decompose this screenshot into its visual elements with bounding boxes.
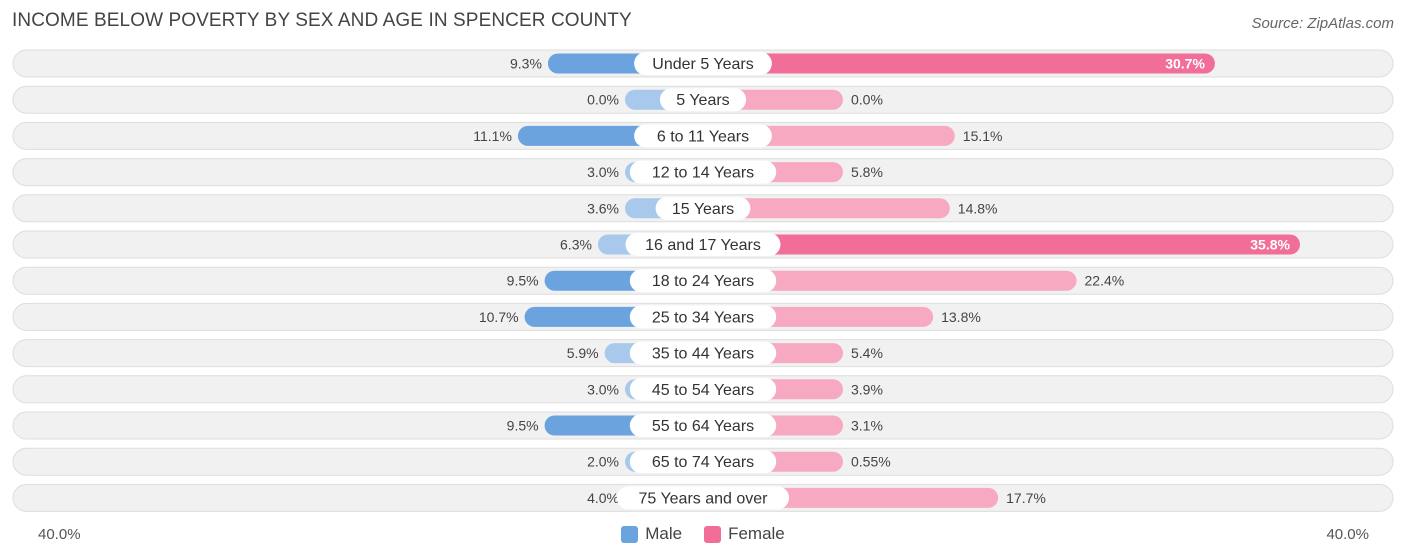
category-label: 45 to 54 Years [652,382,754,399]
value-label-male: 10.7% [479,309,519,325]
chart-title: INCOME BELOW POVERTY BY SEX AND AGE IN S… [12,10,632,31]
value-label-male: 2.0% [587,454,619,470]
legend-item-male[interactable]: Male [621,524,682,544]
category-label-bg [634,52,772,75]
category-label: 15 Years [672,201,734,218]
category-label: 25 to 34 Years [652,309,754,326]
category-label-bg [629,341,777,365]
category-label-bg [629,160,777,184]
category-label: 6 to 11 Years [657,128,749,145]
category-label-bg [629,377,777,401]
chart-row: 3.6% 14.8% 15 Years [12,194,1394,223]
value-label-male: 3.0% [587,164,619,180]
value-label-male: 9.5% [507,273,539,289]
bar-female [703,270,1077,291]
value-label-female: 14.8% [958,200,998,216]
category-label: Under 5 Years [652,56,753,73]
category-label-bg [659,88,747,112]
chart-row: 3.0% 3.9% 45 to 54 Years [12,375,1394,404]
legend-item-female[interactable]: Female [704,524,785,544]
value-label-female: 15.1% [963,128,1003,144]
value-label-female: 35.8% [1250,237,1290,253]
category-label-bg [629,305,777,329]
value-label-male: 9.3% [510,56,542,72]
value-label-female: 3.9% [851,381,883,397]
bar-female [703,53,1215,74]
category-label: 18 to 24 Years [652,273,754,290]
category-label: 16 and 17 Years [645,237,761,254]
legend-swatch-male [621,525,639,543]
chart-row: 9.3% 30.7% Under 5 Years [12,49,1394,78]
category-label: 65 to 74 Years [652,454,754,471]
category-label: 35 to 44 Years [652,346,754,363]
legend: Male Female [0,524,1406,544]
category-label-bg [655,196,751,220]
value-label-female: 22.4% [1085,273,1125,289]
axis-right-label: 40.0% [1326,526,1369,543]
value-label-female: 0.0% [851,92,883,108]
source-attribution: Source: ZipAtlas.com [1251,15,1394,32]
category-label: 75 Years and over [639,490,769,507]
category-label-bg [625,233,781,256]
value-label-female: 13.8% [941,309,981,325]
category-label: 5 Years [676,92,729,109]
value-label-female: 3.1% [851,418,883,434]
category-label-bg [629,450,777,474]
category-label: 12 to 14 Years [652,165,754,182]
value-label-male: 11.1% [473,128,512,144]
chart-row: 10.7% 13.8% 25 to 34 Years [12,302,1394,331]
chart-row: 0.0% 0.0% 5 Years [12,85,1394,114]
legend-swatch-female [704,525,722,543]
value-label-male: 3.6% [587,200,619,216]
chart-row: 5.9% 5.4% 35 to 44 Years [12,339,1394,368]
legend-label-male: Male [645,524,683,543]
value-label-male: 0.0% [587,92,619,108]
value-label-male: 5.9% [567,345,599,361]
chart-row: 9.5% 3.1% 55 to 64 Years [12,411,1394,440]
chart-row: 11.1% 15.1% 6 to 11 Years [12,121,1394,150]
category-label-bg [629,269,777,293]
bar-female [703,198,950,219]
value-label-female: 5.8% [851,164,883,180]
chart-row: 6.3% 35.8% 16 and 17 Years [12,230,1394,259]
value-label-female: 5.4% [851,345,883,361]
chart-row: 3.0% 5.8% 12 to 14 Years [12,158,1394,187]
bar-female [703,234,1300,255]
chart-row: 2.0% 0.55% 65 to 74 Years [12,447,1394,476]
category-label: 55 to 64 Years [652,418,754,435]
value-label-female: 17.7% [1006,490,1046,506]
category-label-bg [634,124,772,148]
chart-row: 4.0% 17.7% 75 Years and over [12,483,1394,512]
value-label-male: 3.0% [587,381,619,397]
value-label-male: 6.3% [560,237,592,253]
value-label-male: 9.5% [507,418,539,434]
legend-label-female: Female [728,524,785,543]
chart-row: 9.5% 22.4% 18 to 24 Years [12,266,1394,295]
axis-left-label: 40.0% [38,526,81,543]
category-label-bg [629,414,777,437]
value-label-female: 0.55% [851,454,891,470]
value-label-female: 30.7% [1165,56,1205,72]
value-label-male: 4.0% [587,490,619,506]
category-label-bg [616,486,790,510]
